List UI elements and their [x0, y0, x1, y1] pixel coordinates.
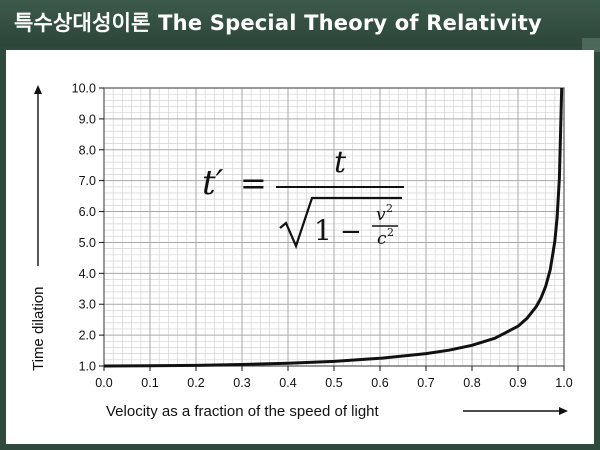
x-tick-label: 1.0	[555, 376, 572, 390]
y-tick-label: 8.0	[79, 143, 96, 157]
y-tick-label: 10.0	[72, 82, 96, 96]
x-tick-label: 0.5	[325, 376, 342, 390]
x-tick-label: 0.2	[187, 376, 204, 390]
y-tick-label: 3.0	[79, 298, 96, 312]
x-axis-arrow	[463, 407, 568, 415]
y-tick-label: 2.0	[79, 329, 96, 343]
series-line-time-dilation	[103, 87, 564, 368]
formula-lhs: t′	[202, 163, 224, 203]
sqrt-sign	[279, 196, 402, 250]
slide-title: 특수상대성이론 The Special Theory of Relativity	[0, 0, 600, 46]
y-axis-arrow	[34, 85, 42, 266]
formula-c-exp: 2	[387, 226, 394, 239]
formula-numerator: t	[334, 145, 347, 180]
lorentz-formula: t′ = t 1 − v 2 c 2	[202, 145, 404, 250]
y-axis-title: Time dilation	[30, 287, 47, 371]
formula-v-exp: 2	[386, 202, 393, 215]
formula-v: v	[376, 205, 386, 225]
x-tick-label: 0.7	[417, 376, 434, 390]
y-tick-label: 4.0	[79, 267, 96, 281]
formula-c: c	[377, 229, 387, 249]
y-tick-label: 9.0	[79, 112, 96, 126]
x-tick-label: 0.6	[371, 376, 388, 390]
x-tick-label: 0.4	[279, 376, 296, 390]
formula-minus: −	[340, 217, 362, 247]
y-tick-labels: 1.0 2.0 3.0 4.0 5.0 6.0 7.0 8.0 9.0 10.0	[72, 82, 104, 374]
y-tick-label: 6.0	[79, 205, 96, 219]
y-tick-label: 5.0	[79, 236, 96, 250]
y-tick-label: 1.0	[79, 360, 96, 374]
formula-one: 1	[314, 214, 332, 247]
decorative-bar	[582, 38, 600, 52]
formula-equals: =	[240, 164, 267, 202]
grid-major	[104, 88, 564, 366]
x-tick-labels: 0.0 0.1 0.2 0.3 0.4 0.5 0.6 0.7 0.8 0.9 1.0	[95, 366, 573, 390]
x-tick-label: 0.9	[509, 376, 526, 390]
x-tick-label: 0.1	[141, 376, 158, 390]
y-tick-label: 7.0	[79, 174, 96, 188]
x-axis-title: Velocity as a fraction of the speed of l…	[106, 403, 379, 420]
x-tick-label: 0.3	[233, 376, 250, 390]
x-tick-label: 0.8	[463, 376, 480, 390]
time-dilation-chart: 1.02.03.04.05.06.07.08.09.010.0 0.0 0.1 0.…	[30, 82, 573, 421]
x-tick-label: 0.0	[95, 376, 112, 390]
chart-panel: 1.0 2.0 3.0 4.0 5.0 6.0 7.0 8.0 9.0 10.0 0.0 0.1 0.…	[6, 50, 594, 444]
